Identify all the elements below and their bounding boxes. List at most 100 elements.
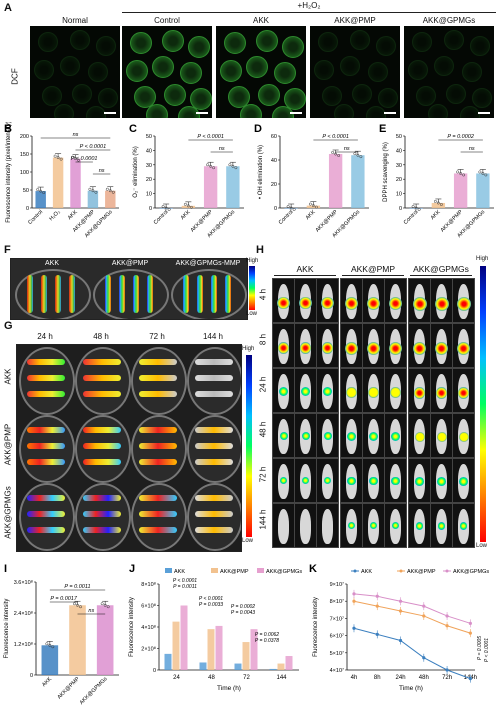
y-tick-label: 150 (20, 152, 29, 158)
fluorescence-signal (369, 522, 378, 530)
y-tick-label: 7×10⁷ (330, 615, 344, 622)
colon-tissue (211, 275, 217, 313)
panel-h-group-label: AKK (296, 264, 314, 274)
panel-a-cell (472, 88, 492, 108)
mouse-image (340, 458, 363, 503)
petri-dish (187, 483, 241, 551)
scale-bar (104, 112, 116, 114)
x-tick-label: H₂O₂ (48, 209, 61, 222)
scale-bar (478, 112, 490, 114)
panel-a-cell (350, 30, 370, 50)
colon-tissue (195, 459, 233, 465)
mouse-image (384, 323, 407, 368)
stat-label: ns (469, 146, 475, 152)
colon-tissue (27, 495, 65, 501)
mouse-image (294, 503, 317, 548)
panel-a-cell (334, 104, 354, 118)
y-axis-label: • OH elimination (%) (258, 145, 264, 199)
panel-h-time-label: 72 h (258, 466, 268, 483)
stat-label: P < 0.0001 (197, 134, 224, 140)
x-tick-label: AKK (67, 209, 79, 221)
x-tick-label: 4h (351, 675, 358, 681)
panel-a-cell (462, 62, 482, 82)
mouse-image (452, 278, 475, 323)
y-tick-label: 5×10⁷ (330, 650, 344, 657)
panel-a-cell (126, 60, 148, 82)
panel-a-cell (130, 32, 152, 54)
bar (269, 668, 277, 670)
data-point (88, 187, 92, 191)
bar (476, 173, 490, 208)
mouse-image (340, 323, 363, 368)
x-tick-label: 48 (208, 675, 215, 681)
mouse-image (430, 413, 453, 458)
panel-label: E (379, 123, 386, 135)
stat-label: P < 0.0001 (484, 638, 490, 662)
mouse-image (430, 368, 453, 413)
colon-tissue (27, 443, 65, 449)
data-point (445, 614, 449, 618)
fluorescence-signal (279, 432, 288, 440)
data-point (445, 668, 449, 672)
fluorescence-signal (347, 522, 356, 530)
fluorescence-signal (436, 432, 447, 442)
data-point (331, 151, 335, 154)
bar (159, 208, 173, 209)
x-tick-label: AKK@PMP (57, 676, 82, 701)
fluorescence-signal (346, 432, 357, 442)
panel-g-scale-low: Low (242, 538, 254, 544)
data-point (456, 170, 460, 174)
colon-tissue (69, 275, 75, 313)
stat-label: ns (73, 132, 79, 138)
petri-dish (75, 347, 131, 415)
mouse-image (384, 458, 407, 503)
panel-a-cell (340, 56, 360, 76)
panel-a-cell (460, 106, 480, 118)
legend-swatch (257, 568, 264, 573)
y-tick-label: 20 (271, 182, 277, 188)
fluorescence-signal (323, 477, 332, 485)
y-tick-label: 0 (274, 206, 277, 212)
data-point (228, 163, 232, 167)
panel-a-cell (38, 32, 58, 52)
legend-label: AKK@PMP (220, 569, 249, 575)
bar (203, 166, 218, 208)
panel-a-cell (314, 60, 334, 80)
colon-tissue (195, 511, 233, 517)
legend-label: AKK (174, 569, 185, 575)
mouse-image (316, 503, 339, 548)
mouse-image (384, 503, 407, 548)
y-axis-label: Fluorescence intensity (pixel/intensity) (6, 122, 12, 223)
panel-a-cell (96, 36, 116, 56)
bar (453, 173, 468, 208)
panel-a-cell (246, 56, 268, 78)
fluorescence-signal (323, 432, 332, 440)
colon-tissue (27, 359, 65, 365)
scale-bar (384, 112, 396, 114)
panel-a-cell (282, 36, 304, 58)
panel-label: I (4, 563, 7, 575)
stat-label: P = 0.0043 (231, 610, 255, 616)
y-tick-label: 4×10⁷ (330, 667, 344, 674)
colon-tissue (139, 511, 177, 517)
fluorescence-signal (390, 387, 401, 398)
data-point (45, 642, 49, 646)
stat-label: P < 0.0001 (322, 134, 349, 140)
colon-tissue (147, 275, 153, 313)
panel-h-scale-high: High (476, 256, 489, 262)
colon-tissue (27, 511, 65, 517)
panel-a-cell (284, 88, 306, 110)
data-point (42, 191, 46, 195)
colon-tissue (195, 443, 233, 449)
data-point (375, 604, 379, 608)
panel-a-cell (376, 36, 396, 56)
bar (234, 663, 242, 670)
bar (250, 629, 258, 670)
panel-f-group-label: AKK@GPMGs-MMP (175, 260, 241, 267)
y-tick-label: 40 (146, 148, 152, 154)
panel-a-cell (446, 84, 466, 104)
mouse-image (430, 458, 453, 503)
stat-label: P < 0.0001 (80, 144, 107, 150)
legend-label: AKK (361, 569, 372, 575)
panel-h-colorbar (480, 266, 486, 542)
